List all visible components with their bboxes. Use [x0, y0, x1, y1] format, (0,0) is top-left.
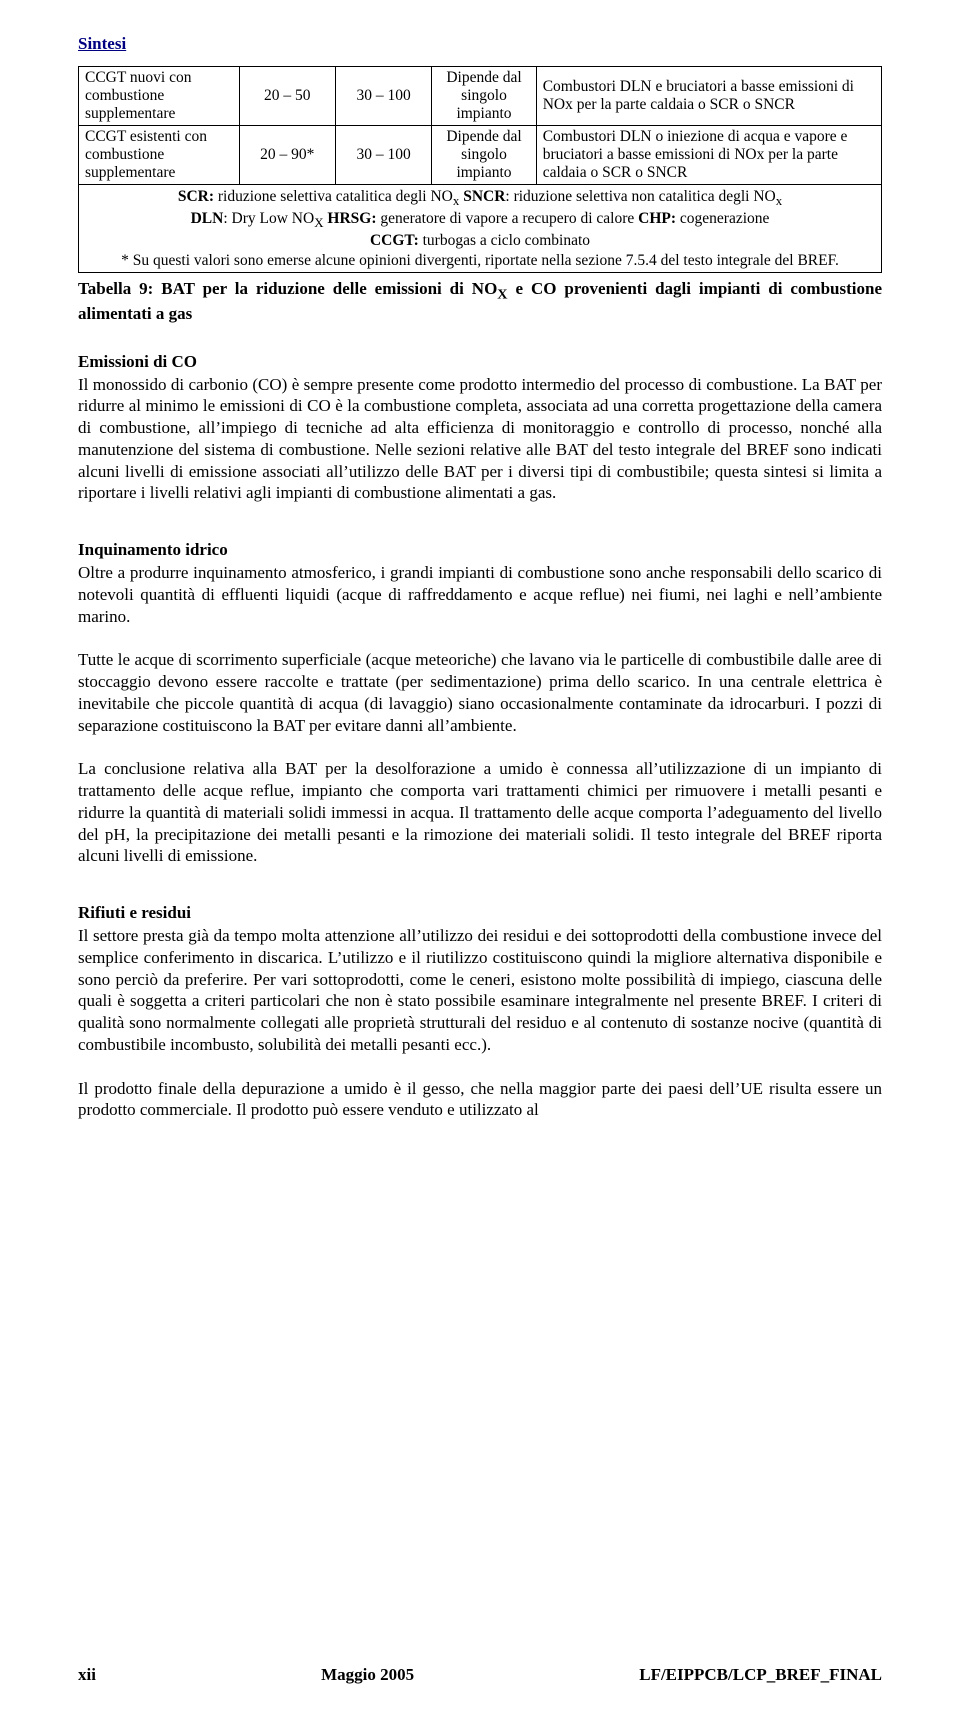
footer-center: Maggio 2005: [321, 1665, 414, 1685]
paragraph: Tutte le acque di scorrimento superficia…: [78, 649, 882, 736]
page: Sintesi CCGT nuovi con combustione suppl…: [0, 0, 960, 1713]
footer-left: xii: [78, 1665, 96, 1685]
cell-label: CCGT nuovi con combustione supplementare: [79, 67, 240, 126]
table-row: CCGT esistenti con combustione supplemen…: [79, 126, 882, 185]
spacer: [78, 889, 882, 903]
table-footnote-row: SCR: riduzione selettiva catalitica degl…: [79, 185, 882, 273]
cell-label: CCGT esistenti con combustione supplemen…: [79, 126, 240, 185]
cell-value: Dipende dal singolo impianto: [432, 126, 536, 185]
cell-value: 30 – 100: [335, 67, 431, 126]
table-row: CCGT nuovi con combustione supplementare…: [79, 67, 882, 126]
cell-note: Combustori DLN o iniezione di acqua e va…: [536, 126, 881, 185]
table-caption: Tabella 9: BAT per la riduzione delle em…: [78, 279, 882, 323]
cell-value: 30 – 100: [335, 126, 431, 185]
cell-value: Dipende dal singolo impianto: [432, 67, 536, 126]
section-title-waste: Rifiuti e residui: [78, 903, 882, 923]
bat-table: CCGT nuovi con combustione supplementare…: [78, 66, 882, 273]
cell-note: Combustori DLN e bruciatori a basse emis…: [536, 67, 881, 126]
section-title-co: Emissioni di CO: [78, 352, 882, 372]
footer-right: LF/EIPPCB/LCP_BREF_FINAL: [639, 1665, 882, 1685]
paragraph: Il prodotto finale della depurazione a u…: [78, 1078, 882, 1122]
cell-value: 20 – 90*: [239, 126, 335, 185]
table-footnote: SCR: riduzione selettiva catalitica degl…: [79, 185, 882, 273]
spacer: [78, 526, 882, 540]
paragraph: Il monossido di carbonio (CO) è sempre p…: [78, 374, 882, 505]
paragraph: La conclusione relativa alla BAT per la …: [78, 758, 882, 867]
paragraph: Oltre a produrre inquinamento atmosferic…: [78, 562, 882, 627]
paragraph: Il settore presta già da tempo molta att…: [78, 925, 882, 1056]
section-title-water: Inquinamento idrico: [78, 540, 882, 560]
running-head: Sintesi: [78, 34, 882, 54]
cell-value: 20 – 50: [239, 67, 335, 126]
page-footer: xii Maggio 2005 LF/EIPPCB/LCP_BREF_FINAL: [78, 1665, 882, 1685]
